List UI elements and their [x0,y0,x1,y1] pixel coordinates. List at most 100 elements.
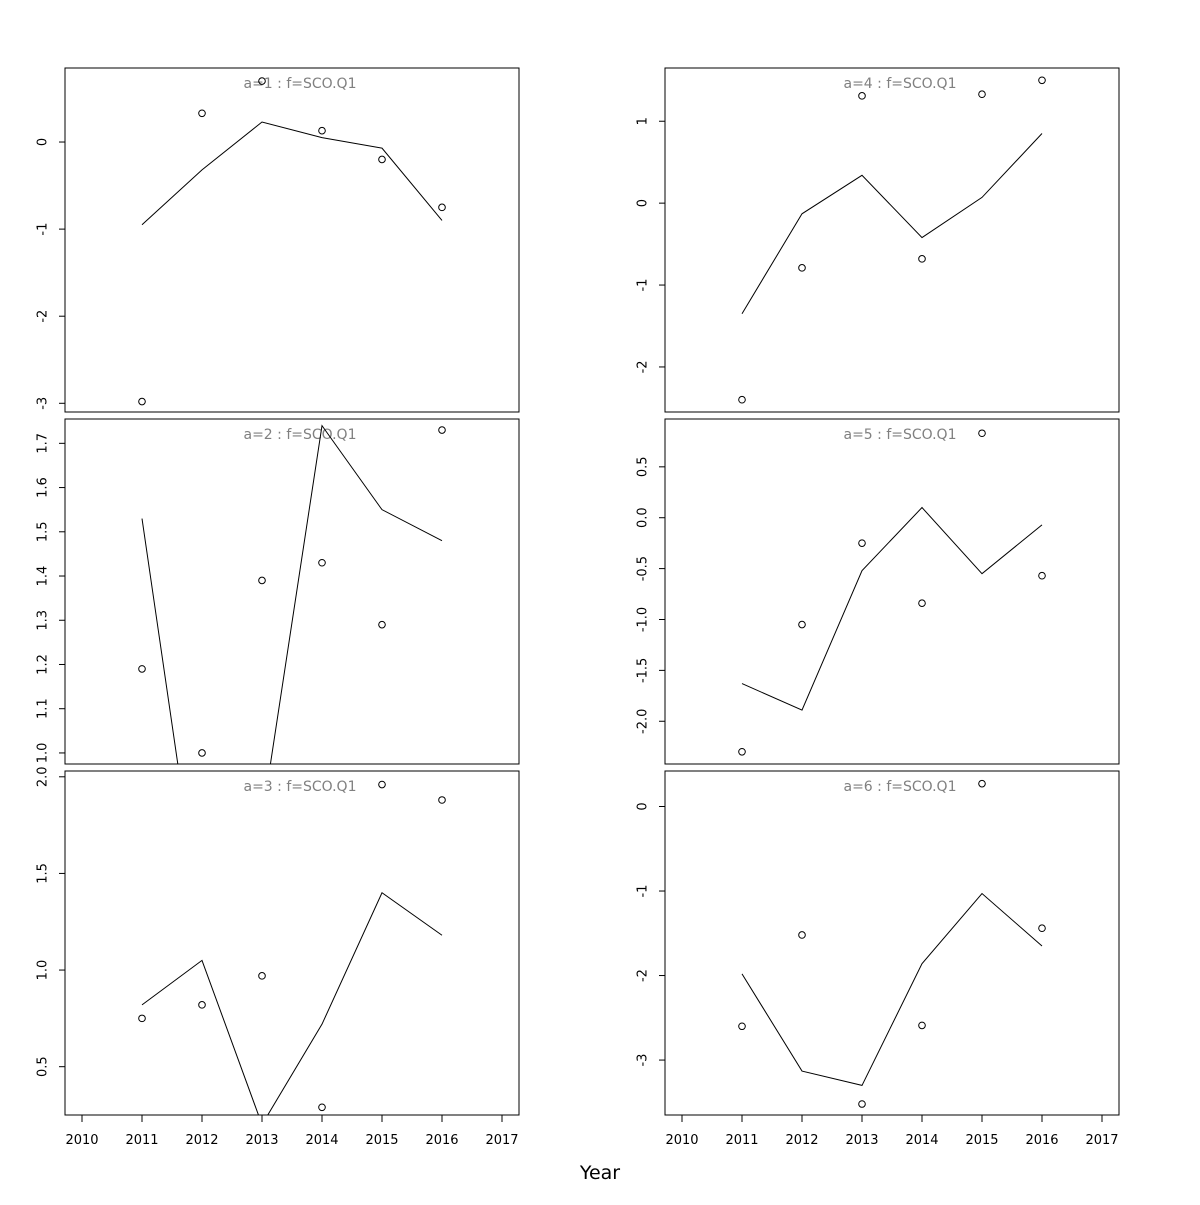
observed-point [318,1103,326,1112]
observed-point [258,576,266,585]
y-tick-label: -1 [36,223,51,236]
observed-point [798,264,806,272]
panel-title: a=2 : f=SCO.Q1 [244,427,357,443]
panel-frame [64,67,520,413]
fitted-series-line [741,892,1043,1086]
observed-point [438,796,446,804]
panel-4: 1 0 -1 -2 a=4 : f=SCO.Q1 [636,67,1120,413]
observed-point [198,749,206,757]
panel-frame [64,770,520,1116]
x-tick-label: 2011 [125,1133,158,1148]
y-tick-label: 0.0 [636,507,651,528]
observed-point [858,1100,866,1108]
observed-point [798,620,806,629]
observed-point [318,126,326,135]
y-tick-label: -1 [636,279,651,292]
panel-frame [664,418,1120,765]
y-tick-label: 1.4 [36,566,51,587]
x-tick-label: 2015 [965,1133,998,1148]
x-tick-label: 2017 [1085,1133,1118,1148]
y-tick-label: 0.5 [36,1056,51,1077]
y-tick-label: 1.0 [36,960,51,981]
panel-title: a=4 : f=SCO.Q1 [844,76,957,92]
observed-point [138,1014,146,1023]
y-tick-label: 1.0 [36,743,51,764]
y-tick-label: -0.5 [636,556,651,581]
x-tick-label: 2016 [1025,1133,1058,1148]
observed-point [978,779,986,788]
observed-point [738,395,746,404]
panel-6: 0 -1 -2 -3 a=6 : f=SCO.Q1 2010 2011 2012 2013 201… [636,770,1120,1148]
y-tick-label: -1 [636,885,651,898]
y-tick-label: -3 [636,1054,651,1067]
fitted-series-line [141,891,443,1115]
panel-frame [664,770,1120,1116]
observed-point [378,620,386,629]
y-tick-label: 1.3 [36,610,51,631]
x-tick-label: 2014 [305,1133,338,1148]
x-tick-label: 2010 [65,1133,98,1148]
x-tick-label: 2010 [665,1133,698,1148]
x-tick-label: 2017 [485,1133,518,1148]
observed-point [798,931,806,939]
observed-point [138,665,146,673]
observed-point [138,397,146,406]
panel-title: a=6 : f=SCO.Q1 [844,779,957,795]
observed-point [438,426,446,434]
observed-point [1038,571,1046,580]
observed-point [1038,76,1046,85]
observed-point [438,203,446,212]
observed-point [258,77,266,85]
observed-point [738,1022,746,1031]
y-tick-label: 1.5 [36,863,51,884]
y-tick-label: 1.2 [36,654,51,675]
panel-title: a=3 : f=SCO.Q1 [244,779,357,795]
y-tick-label: 1 [636,117,651,125]
x-axis-title: Year [579,1162,620,1184]
panel-frame [664,67,1120,413]
fitted-series-line [741,133,1043,314]
observed-point [858,92,866,100]
observed-point [318,558,326,567]
fitted-series-line [141,424,443,764]
panel-frame [64,418,520,765]
y-tick-label: 0.5 [636,456,651,477]
x-tick-label: 2016 [425,1133,458,1148]
observed-point [198,1001,206,1009]
y-tick-label: 2.0 [36,766,51,787]
y-tick-label: -2 [636,969,651,982]
panel-5: 0.5 0.0 -0.5 -1.0 -1.5 -2.0 a=5 : f=SCO.Q1 [636,418,1120,765]
y-tick-label: -2 [36,310,51,323]
fitted-series-line [741,506,1043,711]
x-tick-label: 2015 [365,1133,398,1148]
observed-point [978,429,986,438]
observed-point [978,90,986,99]
observed-point [918,255,926,263]
x-tick-label: 2014 [905,1133,938,1148]
observed-point [198,109,206,118]
x-tick-label: 2011 [725,1133,758,1148]
y-tick-label: 0 [636,802,651,810]
y-tick-label: -2 [636,360,651,373]
y-tick-label: -1.5 [636,658,651,683]
x-tick-label: 2013 [245,1133,278,1148]
y-tick-label: 1.7 [36,433,51,454]
y-tick-label: 0 [636,199,651,207]
observed-point [378,155,386,164]
observed-point [918,1021,926,1030]
panel-1: 0 -1 -2 -3 a=1 : f=SCO.Q1 [36,67,520,413]
observed-point [258,972,266,980]
observed-point [378,780,386,789]
observed-point [858,539,866,547]
panel-3: 0.5 1.0 1.5 2.0 a=3 : f=SCO.Q1 2010 2011 2012 20… [36,766,520,1148]
y-tick-label: 1.5 [36,521,51,542]
y-tick-label: 1.6 [36,477,51,498]
y-tick-label: 0 [36,138,51,146]
y-tick-label: -2.0 [636,709,651,734]
y-tick-label: -3 [36,397,51,410]
observed-point [1038,924,1046,933]
x-tick-label: 2013 [845,1133,878,1148]
x-tick-label: 2012 [185,1133,218,1148]
